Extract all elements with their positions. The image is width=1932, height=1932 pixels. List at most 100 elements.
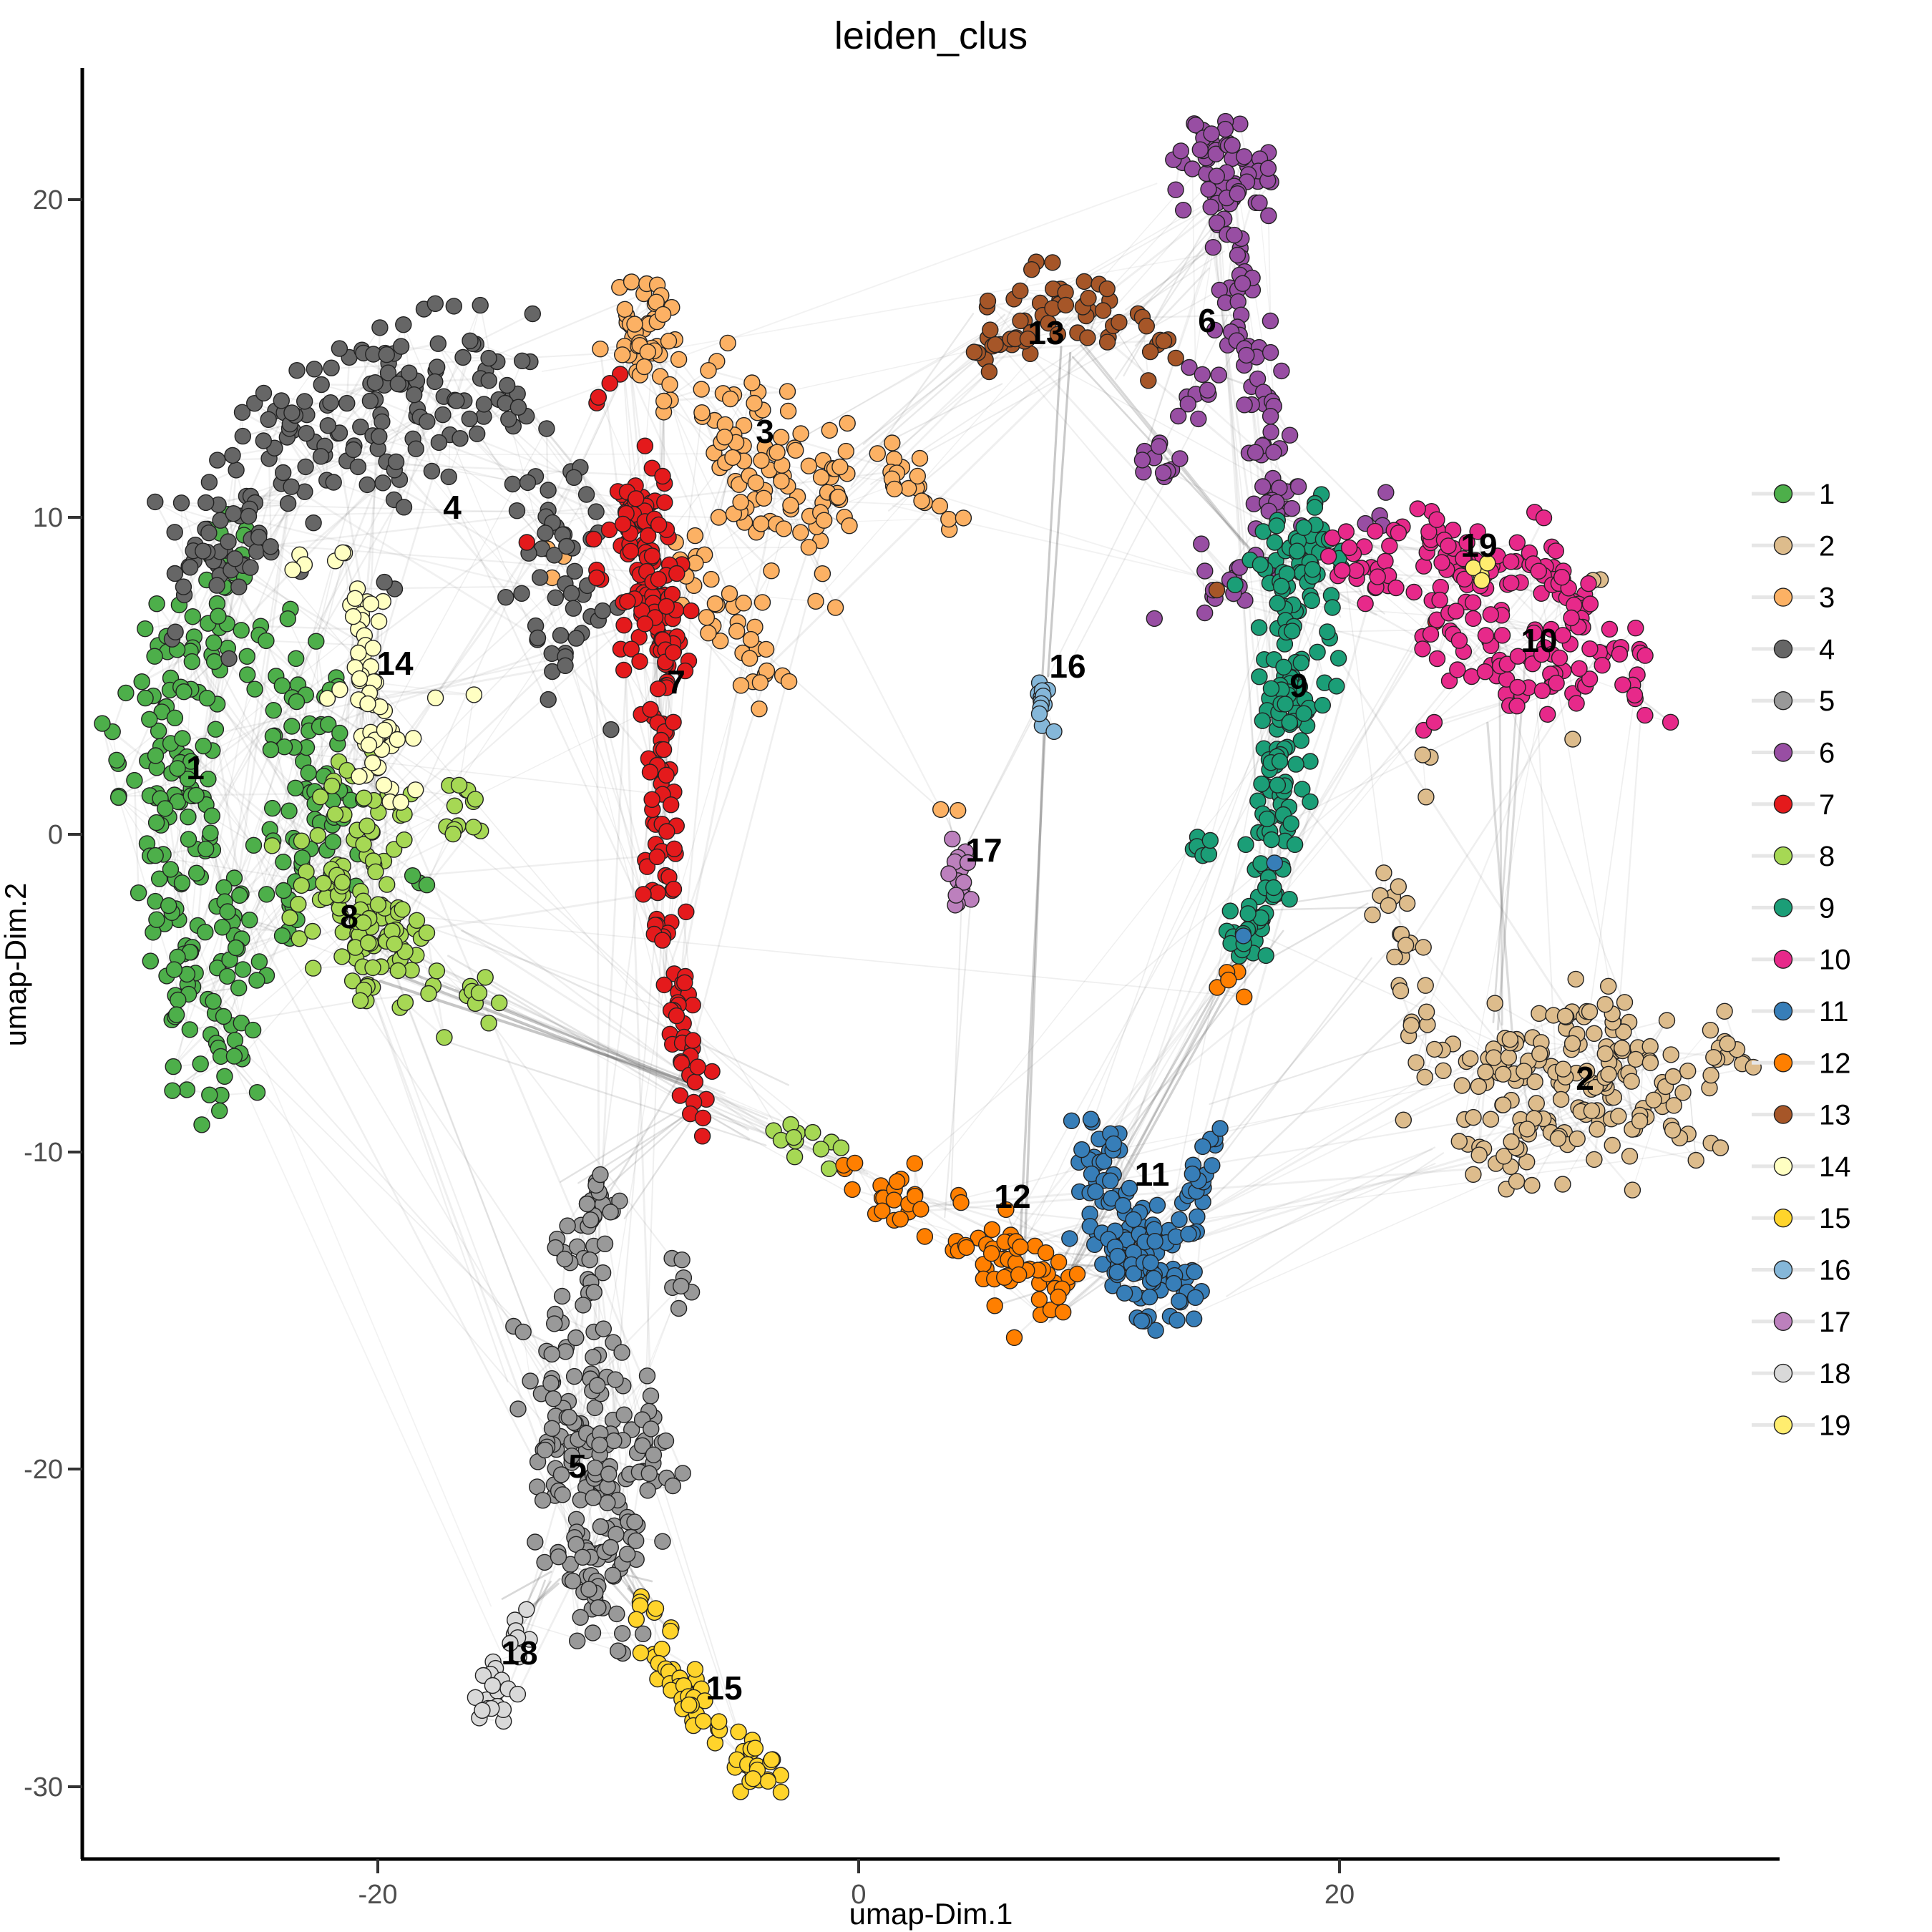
data-point [1716, 1002, 1733, 1020]
data-point [156, 800, 174, 817]
data-point [575, 1297, 592, 1314]
data-point [1319, 623, 1336, 640]
data-point [1262, 680, 1280, 697]
data-point [1050, 1288, 1067, 1306]
data-point [166, 709, 184, 726]
data-point [448, 392, 465, 409]
data-point [1269, 595, 1286, 612]
edge [1259, 202, 1272, 322]
cluster-label-18: 18 [501, 1634, 537, 1672]
data-point [1418, 789, 1435, 806]
data-point [610, 1642, 627, 1659]
data-point [1180, 1225, 1197, 1243]
edge [1526, 1065, 1634, 1191]
edge [248, 840, 298, 921]
data-point [509, 399, 527, 416]
data-point [509, 1685, 527, 1703]
data-point [1044, 254, 1061, 271]
data-point [1169, 407, 1187, 425]
edge [1143, 224, 1219, 452]
data-point [839, 414, 856, 432]
data-point [1235, 988, 1253, 1005]
data-point [1282, 815, 1300, 832]
data-point [1226, 226, 1243, 244]
data-point [1171, 1211, 1188, 1229]
data-point [264, 799, 281, 817]
edge [216, 602, 326, 698]
data-point [109, 789, 127, 806]
data-point [742, 630, 760, 648]
data-point [200, 770, 217, 788]
data-point [1098, 280, 1116, 298]
edge [288, 423, 553, 579]
data-point [387, 453, 405, 471]
data-point [205, 653, 223, 670]
y-tick-label: -20 [24, 1455, 63, 1485]
data-point [1272, 577, 1290, 595]
data-point [275, 853, 292, 871]
data-point [1010, 1266, 1028, 1284]
data-point [751, 674, 769, 691]
data-point [1636, 647, 1654, 664]
edge [689, 450, 847, 1057]
data-point [650, 516, 668, 534]
data-point [376, 573, 393, 591]
data-point [1202, 198, 1219, 215]
data-point [1193, 535, 1210, 552]
data-point [565, 600, 582, 617]
data-point [1196, 604, 1214, 622]
data-point [1583, 1102, 1601, 1119]
data-point [1494, 1065, 1512, 1083]
data-point [201, 1086, 218, 1103]
edge [1226, 1152, 1445, 1297]
data-point [1167, 349, 1184, 367]
data-point [565, 469, 582, 486]
data-point [614, 515, 632, 533]
data-point [1108, 1264, 1126, 1281]
data-point [741, 650, 758, 667]
data-point [394, 901, 411, 918]
data-point [219, 967, 236, 985]
data-point [1133, 452, 1151, 469]
data-point [312, 448, 330, 465]
data-point [1169, 1312, 1186, 1329]
data-point [1185, 1310, 1203, 1327]
data-point [1417, 977, 1434, 994]
data-point [821, 421, 839, 439]
data-point [284, 561, 301, 578]
data-point [1138, 318, 1156, 335]
data-point [693, 1128, 711, 1145]
data-point [407, 781, 424, 799]
data-point [693, 381, 710, 398]
data-point [374, 413, 391, 431]
data-point [246, 680, 263, 698]
data-point [175, 683, 192, 701]
data-point [428, 962, 446, 980]
data-point [577, 486, 595, 503]
data-point [594, 602, 611, 620]
data-point [747, 474, 765, 492]
data-point [1422, 625, 1440, 643]
cluster-label-19: 19 [1460, 527, 1497, 564]
data-point [137, 620, 154, 638]
data-point [1234, 927, 1252, 945]
data-point [198, 690, 216, 707]
legend-swatch [1773, 639, 1793, 659]
data-point [225, 505, 242, 522]
data-point [208, 577, 225, 594]
data-point [167, 1006, 185, 1023]
edge [452, 833, 1042, 1316]
data-point [807, 592, 824, 610]
data-point [654, 932, 671, 949]
data-point [554, 1486, 571, 1503]
edge [896, 579, 1601, 1183]
data-point [207, 721, 225, 738]
data-point [1687, 1151, 1704, 1169]
data-point [693, 404, 711, 421]
data-point [1174, 202, 1192, 219]
data-point [559, 1217, 576, 1234]
legend-swatch [1773, 691, 1793, 711]
chart-title: leiden_clus [834, 14, 1028, 57]
data-point [407, 440, 424, 457]
